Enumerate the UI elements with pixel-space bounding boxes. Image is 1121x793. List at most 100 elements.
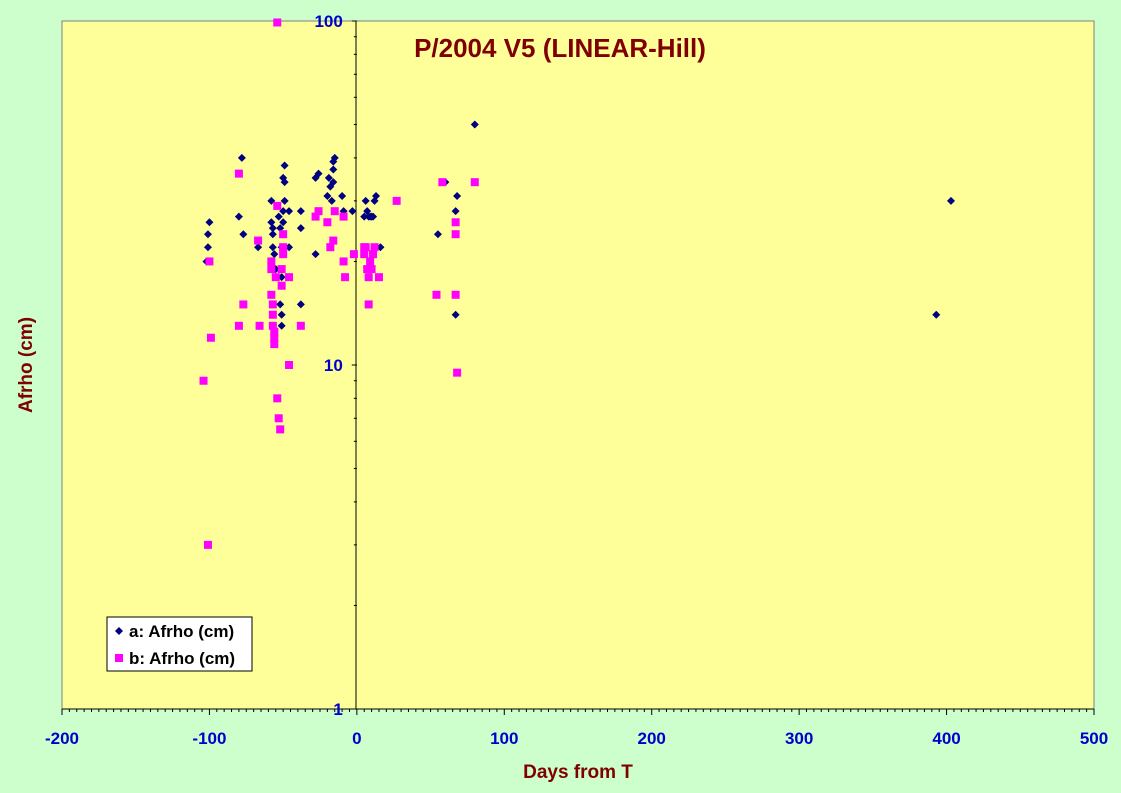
series-a-point <box>205 218 214 227</box>
series-b-point <box>311 212 320 221</box>
series-b-point <box>271 273 280 282</box>
series-a-point <box>932 310 941 319</box>
series-a-point <box>280 161 289 170</box>
series-b-point <box>349 250 358 259</box>
series-b-point <box>470 178 479 187</box>
series-a-point <box>296 207 305 216</box>
series-a-point <box>276 224 285 233</box>
series-b-point <box>366 257 375 266</box>
series-a-point <box>348 207 357 216</box>
series-a-point <box>330 153 339 162</box>
series-b-point <box>276 425 285 434</box>
series-a-point <box>274 212 283 221</box>
series-b-point <box>277 281 286 290</box>
series-b-point <box>279 243 288 252</box>
series-b-point <box>255 321 264 330</box>
y-axis-minor-ticks <box>351 20 357 710</box>
x-tick-label: 400 <box>932 729 960 748</box>
series-b-point <box>273 394 282 403</box>
series-b-point <box>206 333 215 342</box>
series-b-point <box>451 230 460 239</box>
series-a-point <box>268 230 277 239</box>
series-b-point <box>374 273 383 282</box>
series-a-point <box>279 218 288 227</box>
series-b-point <box>273 18 282 27</box>
series-b-point <box>254 236 263 245</box>
legend-label-b: b: Afrho (cm) <box>129 649 235 668</box>
series-a-point <box>277 321 286 330</box>
series-a-point <box>203 230 212 239</box>
series-b-point <box>314 207 323 216</box>
series-b-point <box>364 273 373 282</box>
series-a-point <box>254 243 263 252</box>
x-tick-label: 500 <box>1080 729 1108 748</box>
x-axis-label: Days from T <box>523 762 633 783</box>
series-a-points <box>202 120 955 330</box>
x-tick-label: 200 <box>638 729 666 748</box>
series-a-point <box>296 300 305 309</box>
series-b-point <box>339 212 348 221</box>
series-b-point <box>438 178 447 187</box>
series-b-point <box>270 327 279 336</box>
series-a-point <box>270 250 279 259</box>
series-b-point <box>199 376 208 385</box>
x-tick-label: -200 <box>45 729 79 748</box>
series-b-point <box>267 257 276 266</box>
series-a-point <box>369 212 378 221</box>
series-b-point <box>268 310 277 319</box>
series-b-point <box>341 273 350 282</box>
x-tick-label: 300 <box>785 729 813 748</box>
series-b-point <box>296 321 305 330</box>
series-a-point <box>451 207 460 216</box>
series-a-point <box>311 250 320 259</box>
series-a-point <box>946 196 955 205</box>
series-b-point <box>360 250 369 259</box>
series-b-point <box>203 540 212 549</box>
x-tick-label: -100 <box>192 729 226 748</box>
series-b-point <box>363 265 372 274</box>
x-tick-label: 0 <box>352 729 361 748</box>
series-a-point <box>280 196 289 205</box>
series-b-point <box>364 300 373 309</box>
series-a-point <box>324 173 333 182</box>
x-axis-minor-ticks <box>61 709 1095 715</box>
series-b-point <box>234 321 243 330</box>
series-b-point <box>270 333 279 342</box>
series-b-point <box>453 368 462 377</box>
legend-marker-b <box>115 654 123 662</box>
legend-label-a: a: Afrho (cm) <box>129 622 234 641</box>
series-b-point <box>392 196 401 205</box>
series-b-point <box>277 265 286 274</box>
series-b-point <box>367 265 376 274</box>
series-b-point <box>279 230 288 239</box>
series-a-point <box>267 218 276 227</box>
series-b-point <box>339 257 348 266</box>
series-b-point <box>268 300 277 309</box>
series-a-point <box>323 191 332 200</box>
series-a-point <box>239 230 248 239</box>
series-a-point <box>470 120 479 129</box>
legend-marker-a <box>115 627 123 635</box>
series-a-point <box>280 178 289 187</box>
series-a-point <box>327 196 336 205</box>
series-b-point <box>369 250 378 259</box>
series-b-point <box>326 243 335 252</box>
series-a-point <box>451 310 460 319</box>
series-b-point <box>361 243 370 252</box>
legend: a: Afrho (cm) b: Afrho (cm) <box>106 616 253 672</box>
series-a-point <box>372 191 381 200</box>
series-a-point <box>268 243 277 252</box>
series-b-point <box>330 207 339 216</box>
legend-box <box>106 616 253 672</box>
series-a-point <box>329 178 338 187</box>
y-tick-label: 1 <box>333 700 342 719</box>
y-tick-label: 100 <box>314 12 342 31</box>
series-b-point <box>329 236 338 245</box>
series-b-point <box>274 414 283 423</box>
series-b-point <box>270 340 279 349</box>
series-a-point <box>338 191 347 200</box>
series-a-point <box>314 169 323 178</box>
series-b-point <box>273 201 282 210</box>
x-axis-tick-labels: -200 -100 0 100 200 300 400 500 <box>45 729 1108 748</box>
